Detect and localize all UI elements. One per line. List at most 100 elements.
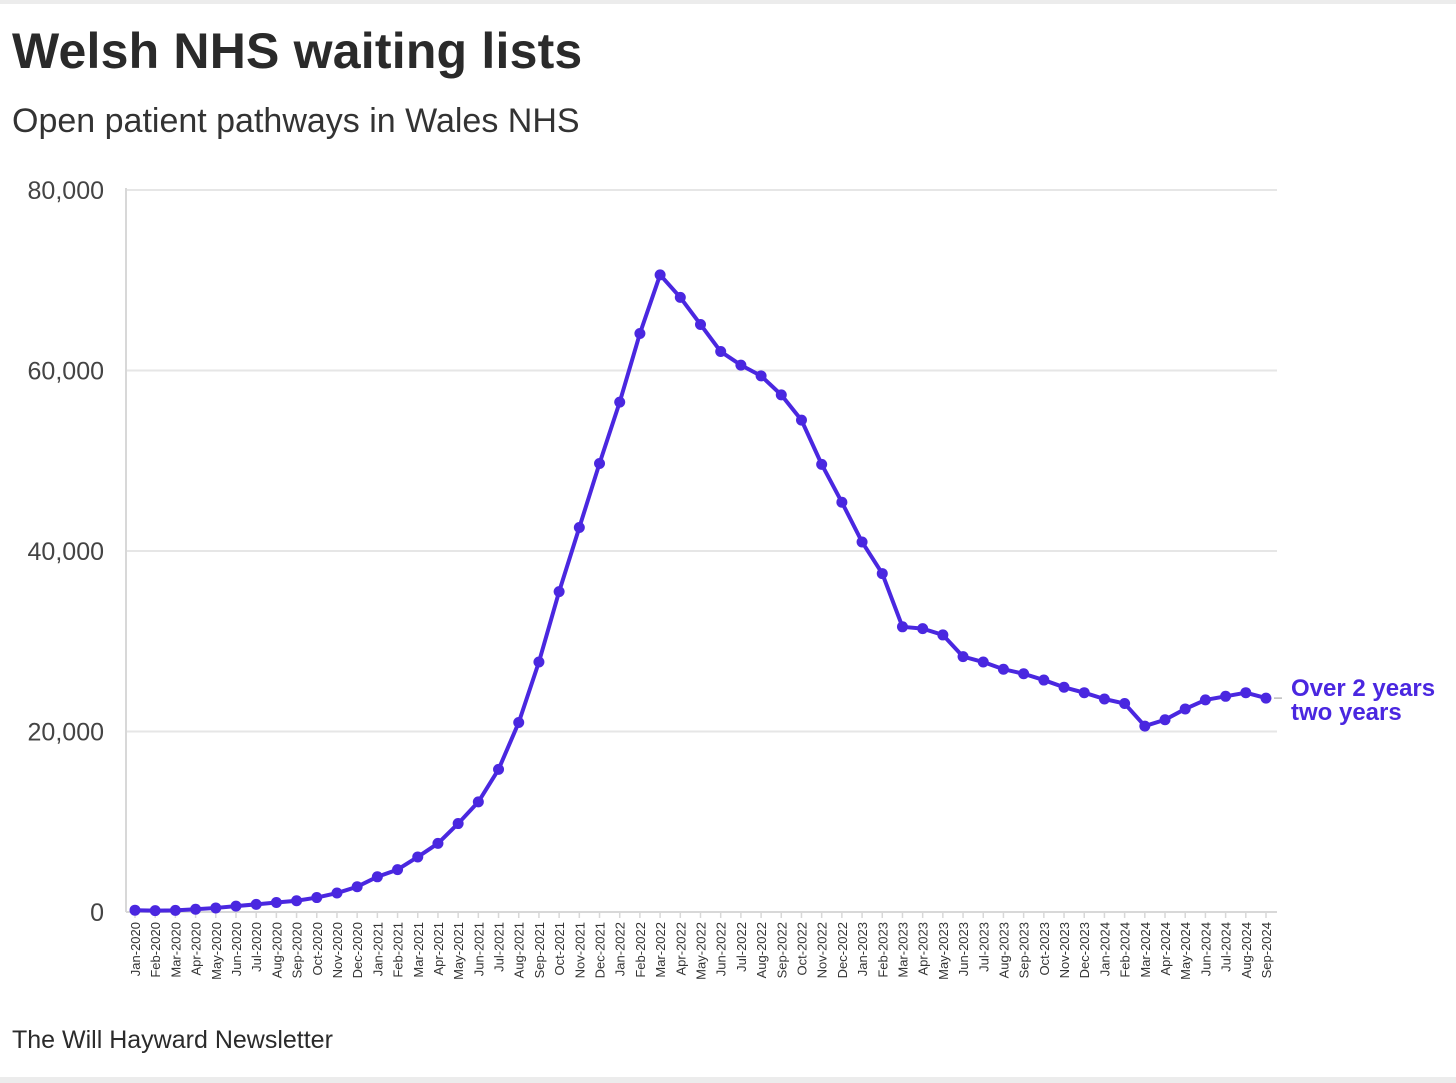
x-tick-label: May-2024 — [1178, 922, 1193, 980]
x-tick-label: Jun-2023 — [956, 922, 971, 976]
data-point — [210, 902, 222, 914]
x-tick-label: Jan-2023 — [855, 922, 870, 976]
gridlines — [127, 189, 1277, 733]
y-axis: 0 20,000 40,000 60,000 80,000 — [28, 177, 127, 927]
data-point — [371, 871, 383, 883]
data-point — [1139, 720, 1151, 732]
data-point — [190, 903, 202, 915]
data-point — [351, 881, 363, 893]
series-label: two years — [1291, 699, 1402, 726]
data-point — [755, 370, 767, 382]
x-tick-label: Jul-2021 — [492, 922, 507, 972]
x-tick-label: Nov-2021 — [572, 922, 587, 978]
data-point — [250, 898, 262, 910]
top-border — [0, 0, 1456, 4]
x-tick-label: Sep-2022 — [774, 922, 789, 978]
x-tick-label: Dec-2023 — [1077, 922, 1092, 978]
data-point — [735, 359, 747, 371]
x-tick-label: Oct-2021 — [552, 922, 567, 975]
x-tick-label: Oct-2023 — [1037, 922, 1052, 975]
x-tick-label: Jun-2021 — [471, 922, 486, 976]
y-tick-label: 60,000 — [28, 358, 104, 386]
x-tick-label: Jul-2024 — [1219, 922, 1234, 972]
data-point — [1119, 698, 1131, 710]
y-tick-label: 80,000 — [28, 177, 104, 205]
data-point — [795, 414, 807, 426]
x-tick-label: Jul-2023 — [976, 922, 991, 972]
x-tick-label: Aug-2024 — [1239, 922, 1254, 978]
x-tick-label: Feb-2024 — [1118, 922, 1133, 978]
x-tick-label: Feb-2020 — [148, 922, 163, 978]
x-tick-label: Jan-2021 — [370, 922, 385, 976]
x-tick-label: Aug-2020 — [269, 922, 284, 978]
data-point — [270, 897, 282, 909]
x-tick-label: Aug-2022 — [754, 922, 769, 978]
data-point — [594, 457, 606, 469]
data-point — [856, 536, 868, 548]
data-point — [654, 269, 666, 281]
x-tick-label: Nov-2020 — [330, 922, 345, 978]
data-point — [129, 904, 141, 916]
data-point — [957, 651, 969, 663]
x-tick-label: Jun-2020 — [229, 922, 244, 976]
data-point — [573, 522, 585, 534]
x-tick-label: Sep-2024 — [1259, 922, 1274, 978]
x-tick-label: Aug-2021 — [512, 922, 527, 978]
x-tick-label: Jun-2022 — [714, 922, 729, 976]
data-point — [997, 663, 1009, 675]
x-tick-label: Feb-2023 — [875, 922, 890, 978]
x-tick-label: Apr-2023 — [916, 922, 931, 975]
x-tick-label: Apr-2021 — [431, 922, 446, 975]
data-point — [533, 656, 545, 668]
data-point — [452, 818, 464, 830]
data-point — [331, 887, 343, 899]
x-axis: Jan-2020 Feb-2020 Mar-2020 Apr-2020 May-2020… — [126, 911, 1277, 980]
data-point — [836, 496, 848, 508]
x-tick-label: Oct-2022 — [794, 922, 809, 975]
data-point — [1018, 668, 1030, 680]
data-point — [1220, 690, 1232, 702]
y-tick-label: 20,000 — [28, 719, 104, 747]
x-tick-label: Dec-2022 — [835, 922, 850, 978]
bottom-border — [0, 1077, 1456, 1083]
x-tick-label: Nov-2022 — [815, 922, 830, 978]
series-label: Over 2 years — [1291, 675, 1435, 702]
data-point — [614, 396, 626, 408]
data-point — [816, 458, 828, 470]
data-point — [230, 900, 242, 912]
x-tick-label: Jan-2022 — [613, 922, 628, 976]
x-tick-label: Sep-2023 — [1017, 922, 1032, 978]
y-tick-label: 40,000 — [28, 538, 104, 566]
x-tick-label: Mar-2023 — [895, 922, 910, 978]
data-point — [775, 389, 787, 401]
data-point — [1078, 687, 1090, 699]
chart-title: Welsh NHS waiting lists — [12, 23, 583, 79]
x-tick-label: Feb-2021 — [391, 922, 406, 978]
x-tick-label: May-2021 — [451, 922, 466, 980]
x-tick-label: May-2020 — [209, 922, 224, 980]
x-tick-label: Dec-2020 — [350, 922, 365, 978]
data-point — [1260, 692, 1272, 704]
x-tick-label: Apr-2024 — [1158, 922, 1173, 975]
data-point — [1240, 687, 1252, 699]
data-point — [392, 864, 404, 876]
x-tick-label: Oct-2020 — [310, 922, 325, 975]
data-point — [412, 851, 424, 863]
data-point — [876, 568, 888, 580]
x-tick-label: Sep-2021 — [532, 922, 547, 978]
x-tick-label: Dec-2021 — [593, 922, 608, 978]
data-point — [553, 586, 565, 598]
x-tick-label: Nov-2023 — [1057, 922, 1072, 978]
data-point — [1058, 681, 1070, 693]
x-tick-label: Mar-2022 — [653, 922, 668, 978]
x-tick-label: Feb-2022 — [633, 922, 648, 978]
data-point — [1179, 703, 1191, 715]
data-point — [513, 716, 525, 728]
data-point — [149, 905, 161, 917]
x-tick-label: Jul-2020 — [249, 922, 264, 972]
x-tick-label: Aug-2023 — [996, 922, 1011, 978]
data-point — [695, 318, 706, 330]
x-tick-label: Jan-2020 — [128, 922, 143, 976]
x-tick-label: May-2023 — [936, 922, 951, 980]
